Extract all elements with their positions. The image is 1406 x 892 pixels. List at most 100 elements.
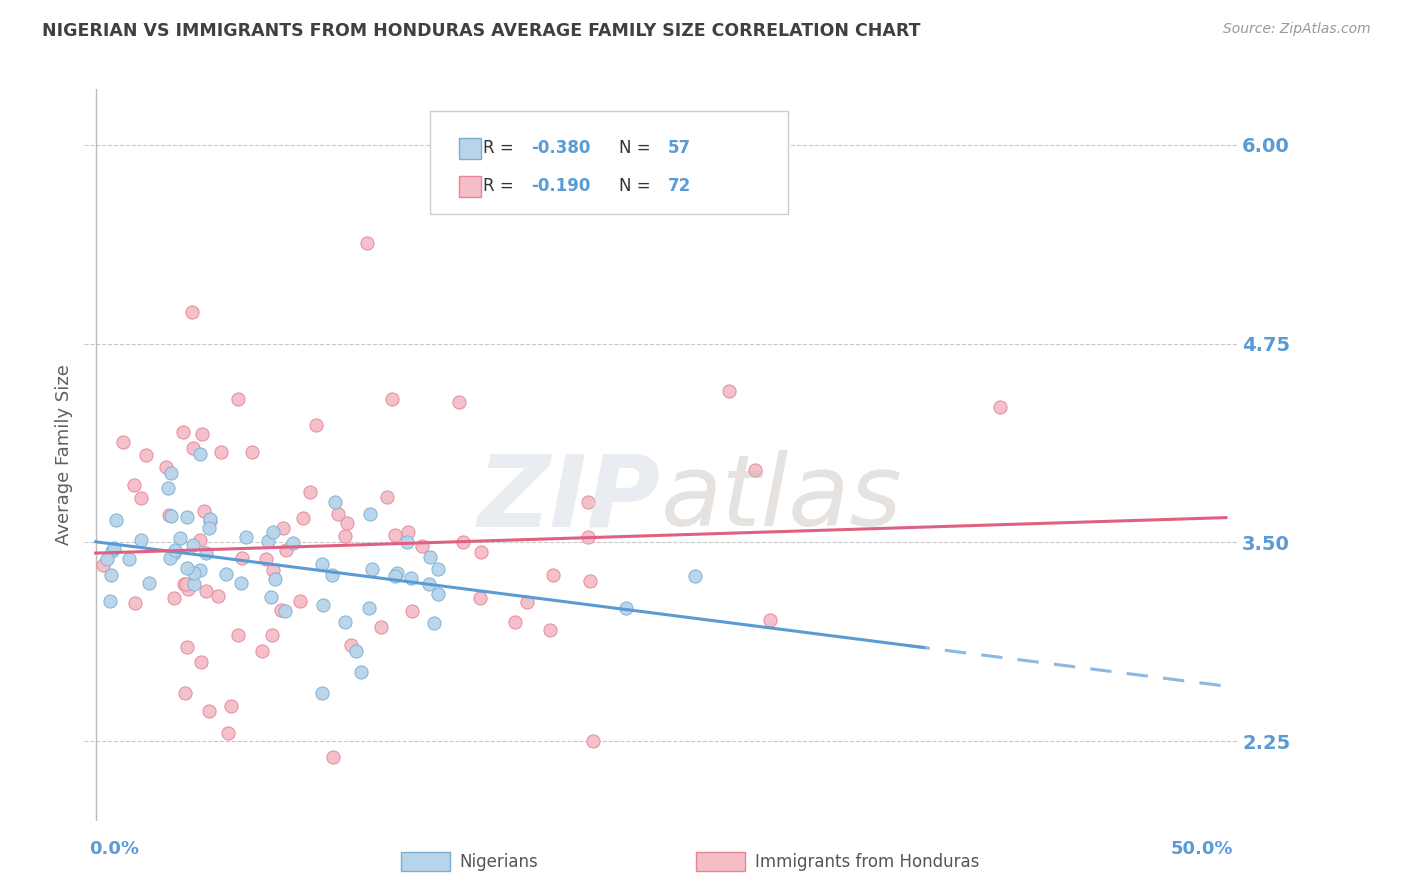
Text: 72: 72: [668, 178, 690, 195]
Point: [299, 485, 322, 500]
Point: [384, 528, 406, 542]
Point: [254, 551, 277, 566]
FancyBboxPatch shape: [458, 176, 481, 197]
Point: [350, 665, 373, 679]
Point: [262, 563, 284, 577]
Point: [323, 494, 346, 508]
Point: [163, 591, 186, 605]
Point: [103, 541, 125, 556]
Point: [356, 236, 378, 251]
Point: [538, 624, 561, 638]
Point: [198, 704, 221, 718]
Point: [118, 552, 141, 566]
Point: [744, 463, 766, 477]
Point: [274, 604, 297, 618]
Point: [219, 699, 242, 714]
Point: [418, 576, 440, 591]
Point: [181, 538, 204, 552]
Point: [264, 573, 287, 587]
Point: [198, 514, 221, 528]
Point: [370, 620, 392, 634]
Point: [226, 392, 249, 406]
Point: [312, 599, 335, 613]
Point: [614, 601, 637, 615]
Point: [129, 491, 152, 506]
Point: [257, 533, 280, 548]
Point: [582, 734, 605, 748]
Point: [101, 544, 124, 558]
Text: 57: 57: [668, 139, 690, 157]
Point: [209, 445, 232, 459]
Y-axis label: Average Family Size: Average Family Size: [55, 365, 73, 545]
Point: [401, 604, 423, 618]
Point: [231, 551, 253, 566]
Text: N =: N =: [619, 178, 657, 195]
Point: [176, 561, 198, 575]
Point: [181, 441, 204, 455]
Point: [395, 535, 418, 549]
Point: [96, 552, 118, 566]
Text: atlas: atlas: [661, 450, 903, 548]
Text: Immigrants from Honduras: Immigrants from Honduras: [755, 853, 980, 871]
Text: Nigerians: Nigerians: [460, 853, 538, 871]
Point: [344, 643, 367, 657]
Text: ZIP: ZIP: [478, 450, 661, 548]
Point: [188, 447, 211, 461]
Point: [155, 460, 177, 475]
Point: [399, 571, 422, 585]
Point: [381, 392, 404, 406]
Point: [335, 615, 357, 629]
Point: [427, 562, 450, 576]
Point: [541, 568, 564, 582]
Text: -0.190: -0.190: [531, 178, 591, 195]
Text: 50.0%: 50.0%: [1170, 839, 1233, 858]
Point: [160, 466, 183, 480]
Point: [451, 535, 474, 549]
Point: [181, 304, 204, 318]
Point: [260, 628, 283, 642]
Point: [172, 425, 194, 439]
Point: [165, 543, 187, 558]
Point: [124, 596, 146, 610]
Point: [339, 638, 361, 652]
Point: [100, 594, 122, 608]
Point: [516, 595, 538, 609]
Point: [226, 628, 249, 642]
Point: [183, 566, 205, 580]
Point: [305, 417, 328, 432]
Point: [173, 577, 195, 591]
Point: [579, 574, 602, 589]
Point: [198, 521, 221, 535]
Point: [173, 686, 195, 700]
Point: [159, 508, 181, 523]
Point: [290, 594, 312, 608]
Point: [138, 575, 160, 590]
Point: [215, 566, 238, 581]
Point: [311, 686, 333, 700]
Point: [423, 616, 446, 631]
Point: [217, 726, 239, 740]
Point: [988, 401, 1011, 415]
Point: [291, 511, 314, 525]
Point: [375, 490, 398, 504]
Point: [207, 590, 229, 604]
Point: [333, 529, 356, 543]
Point: [200, 512, 222, 526]
Point: [361, 562, 384, 576]
Text: R =: R =: [484, 139, 519, 157]
Point: [135, 448, 157, 462]
Point: [159, 550, 181, 565]
Text: -0.380: -0.380: [531, 139, 591, 157]
FancyBboxPatch shape: [458, 137, 481, 159]
Point: [271, 521, 294, 535]
Point: [250, 644, 273, 658]
Point: [122, 478, 145, 492]
Point: [576, 530, 599, 544]
Point: [717, 384, 740, 399]
Point: [336, 516, 359, 530]
Point: [188, 533, 211, 547]
Point: [194, 545, 217, 559]
Text: NIGERIAN VS IMMIGRANTS FROM HONDURAS AVERAGE FAMILY SIZE CORRELATION CHART: NIGERIAN VS IMMIGRANTS FROM HONDURAS AVE…: [42, 22, 921, 40]
Point: [281, 536, 304, 550]
FancyBboxPatch shape: [430, 112, 787, 213]
